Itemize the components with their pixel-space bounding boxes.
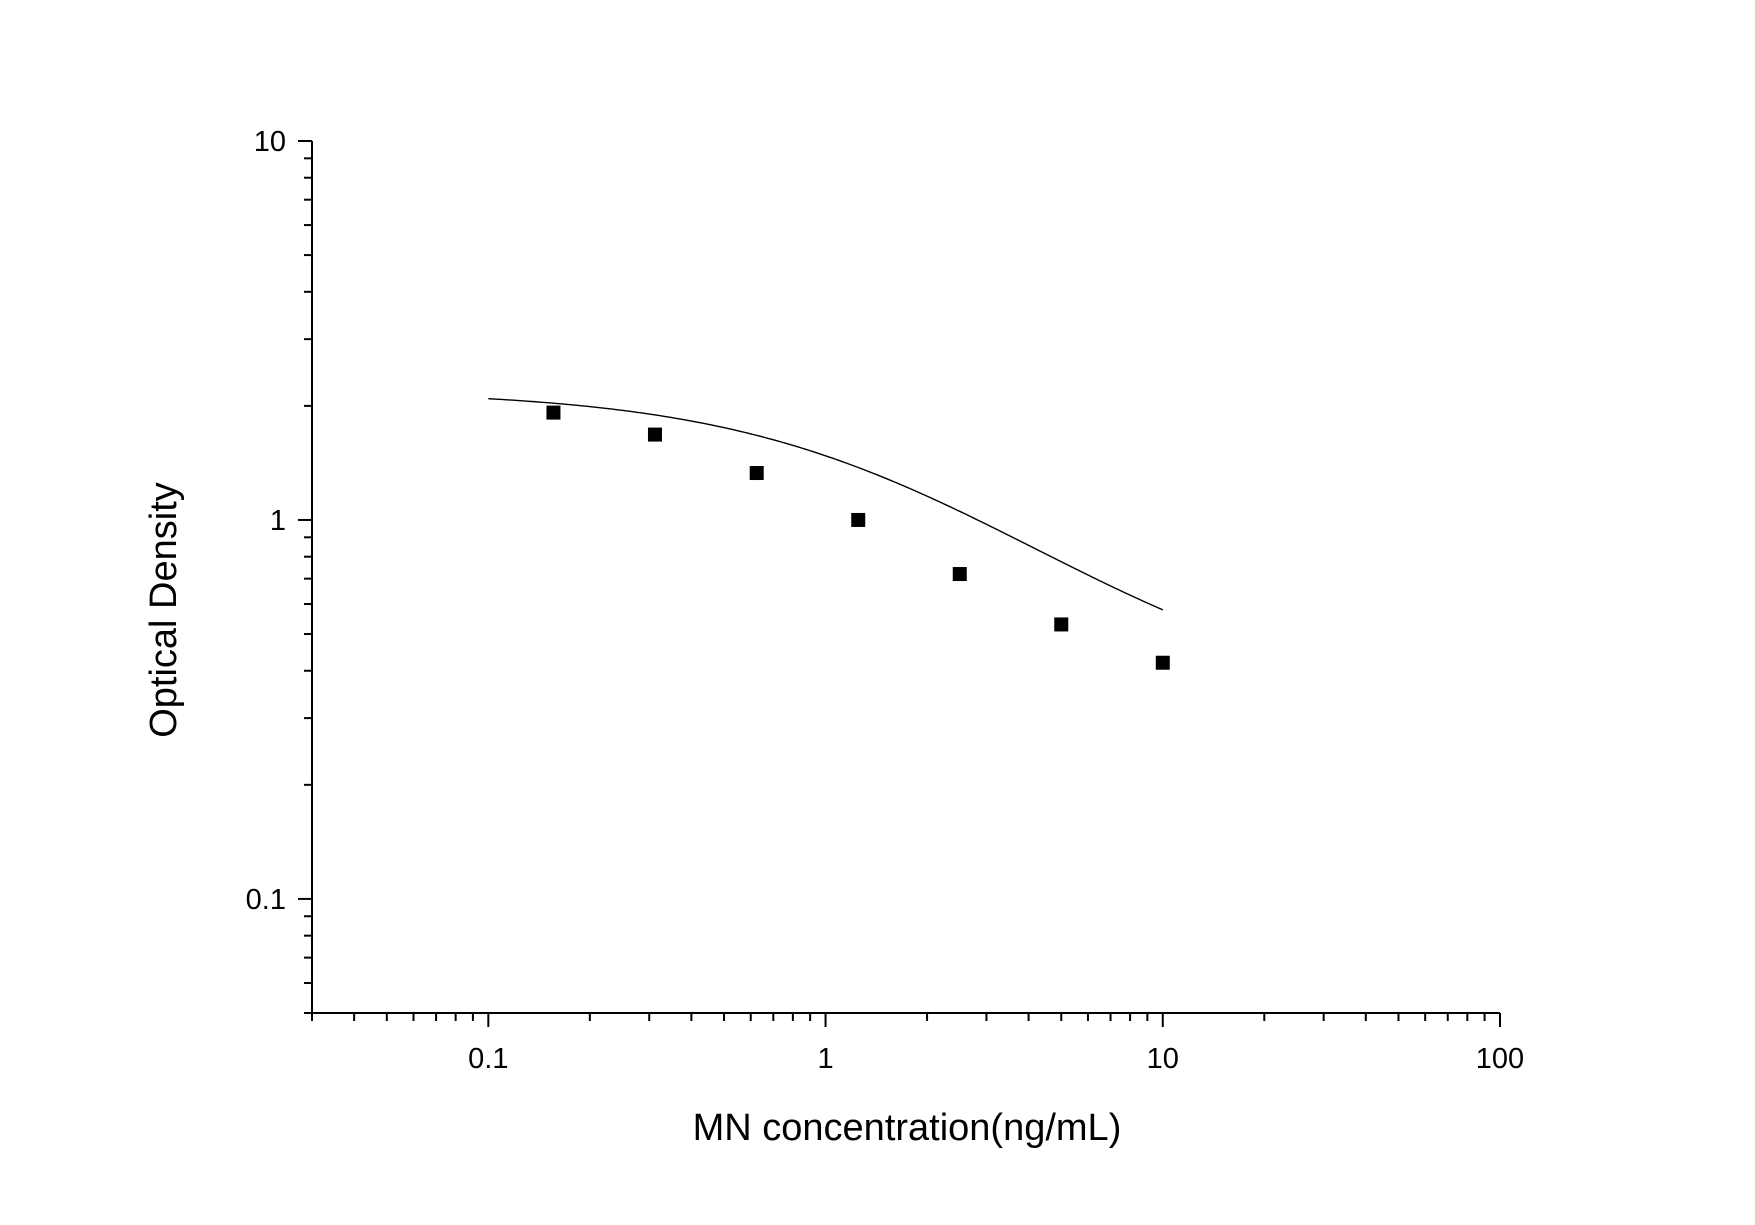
data-point	[647, 427, 662, 442]
data-points-group	[546, 405, 1170, 670]
data-point	[749, 466, 764, 481]
fit-curve-line	[488, 397, 1164, 611]
x-axis-title: MN concentration(ng/mL)	[693, 1107, 1122, 1149]
fit-curve-group	[488, 397, 1164, 611]
axes: 0.1 1 10 100 0.1 1 10	[246, 126, 1525, 1075]
y-tick-label: 0.1	[246, 884, 286, 916]
data-point	[952, 567, 967, 582]
y-tick-label: 1	[270, 505, 286, 537]
x-tick-label: 0.1	[468, 1043, 508, 1075]
y-tick-label: 10	[254, 126, 286, 158]
data-point	[1155, 655, 1170, 670]
x-tick-label: 100	[1476, 1043, 1524, 1075]
data-point	[851, 512, 866, 527]
x-tick-label: 10	[1147, 1043, 1179, 1075]
data-point	[546, 405, 561, 420]
data-point	[1054, 617, 1069, 632]
x-tick-label: 1	[817, 1043, 833, 1075]
y-axis-title: Optical Density	[143, 482, 185, 738]
